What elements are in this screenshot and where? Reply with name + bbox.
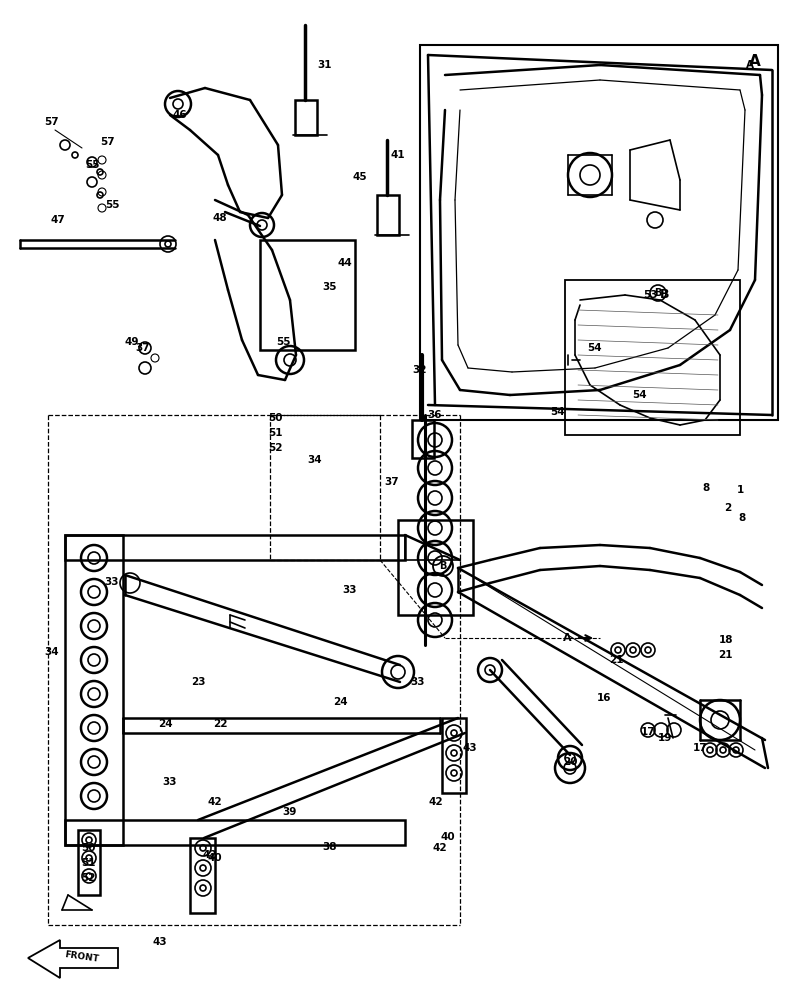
Text: 47: 47 bbox=[50, 215, 65, 225]
Text: 42: 42 bbox=[208, 797, 222, 807]
Text: 55: 55 bbox=[276, 337, 290, 347]
Text: 33: 33 bbox=[343, 585, 357, 595]
Polygon shape bbox=[28, 940, 118, 978]
Text: 20: 20 bbox=[563, 757, 578, 767]
Text: 43: 43 bbox=[463, 743, 478, 753]
Text: 50: 50 bbox=[80, 843, 95, 853]
Bar bbox=[65, 820, 405, 845]
Text: 17: 17 bbox=[693, 743, 708, 753]
Text: 37: 37 bbox=[136, 343, 151, 353]
Text: 33: 33 bbox=[411, 677, 426, 687]
Text: 50: 50 bbox=[268, 413, 282, 423]
Text: 18: 18 bbox=[719, 635, 734, 645]
Text: 51: 51 bbox=[268, 428, 282, 438]
Text: 57: 57 bbox=[101, 137, 115, 147]
Text: 24: 24 bbox=[158, 719, 173, 729]
Text: 22: 22 bbox=[213, 719, 227, 729]
Text: 32: 32 bbox=[413, 365, 427, 375]
Text: 34: 34 bbox=[45, 647, 59, 657]
Bar bbox=[295, 100, 317, 135]
Text: 51: 51 bbox=[80, 858, 95, 868]
Bar bbox=[377, 195, 399, 235]
Text: 57: 57 bbox=[45, 117, 59, 127]
Text: B: B bbox=[440, 561, 447, 571]
Bar bbox=[565, 280, 740, 435]
Text: 46: 46 bbox=[173, 110, 188, 120]
Text: 44: 44 bbox=[337, 258, 352, 268]
Text: 23: 23 bbox=[191, 677, 205, 687]
Text: 16: 16 bbox=[597, 693, 611, 703]
Text: A: A bbox=[749, 54, 761, 70]
Text: 53: 53 bbox=[643, 290, 657, 300]
Bar bbox=[420, 45, 778, 420]
Bar bbox=[65, 535, 123, 845]
Text: 42: 42 bbox=[433, 843, 448, 853]
Text: 39: 39 bbox=[283, 807, 297, 817]
Text: 33: 33 bbox=[163, 777, 177, 787]
Text: 8: 8 bbox=[738, 513, 745, 523]
Text: 49: 49 bbox=[125, 337, 139, 347]
Text: 41: 41 bbox=[391, 150, 405, 160]
Text: 54: 54 bbox=[551, 407, 565, 417]
Text: 31: 31 bbox=[318, 60, 333, 70]
Text: 55: 55 bbox=[105, 200, 119, 210]
Text: FRONT: FRONT bbox=[65, 950, 100, 964]
Bar bbox=[412, 420, 434, 458]
Bar bbox=[442, 718, 466, 793]
Bar bbox=[260, 240, 355, 350]
Text: 48: 48 bbox=[213, 213, 227, 223]
Bar bbox=[78, 830, 100, 895]
Text: A: A bbox=[746, 60, 754, 70]
Text: 19: 19 bbox=[658, 733, 672, 743]
Text: 33: 33 bbox=[105, 577, 119, 587]
Text: 43: 43 bbox=[153, 937, 167, 947]
Text: 21: 21 bbox=[609, 655, 623, 665]
Text: 54: 54 bbox=[588, 343, 602, 353]
Text: 55: 55 bbox=[85, 160, 99, 170]
Text: 38: 38 bbox=[323, 842, 337, 852]
Text: B: B bbox=[660, 288, 670, 302]
Text: 24: 24 bbox=[333, 697, 348, 707]
Text: A: A bbox=[563, 633, 572, 643]
Text: 40: 40 bbox=[208, 853, 222, 863]
Text: 45: 45 bbox=[353, 172, 367, 182]
Text: 40: 40 bbox=[440, 832, 455, 842]
Text: 34: 34 bbox=[307, 455, 322, 465]
Bar bbox=[398, 520, 473, 615]
Text: 2: 2 bbox=[724, 503, 731, 513]
Text: 36: 36 bbox=[428, 410, 442, 420]
Text: 35: 35 bbox=[323, 282, 337, 292]
Text: 17: 17 bbox=[641, 727, 656, 737]
Text: 42: 42 bbox=[429, 797, 444, 807]
Text: 1: 1 bbox=[736, 485, 744, 495]
Bar bbox=[190, 838, 215, 913]
Text: 21: 21 bbox=[718, 650, 732, 660]
Text: B: B bbox=[654, 288, 662, 298]
Text: 8: 8 bbox=[702, 483, 710, 493]
Text: 37: 37 bbox=[385, 477, 400, 487]
Text: 52: 52 bbox=[268, 443, 282, 453]
Text: 42: 42 bbox=[203, 850, 217, 860]
Text: 52: 52 bbox=[80, 873, 95, 883]
Bar bbox=[65, 535, 405, 560]
Text: 54: 54 bbox=[633, 390, 647, 400]
